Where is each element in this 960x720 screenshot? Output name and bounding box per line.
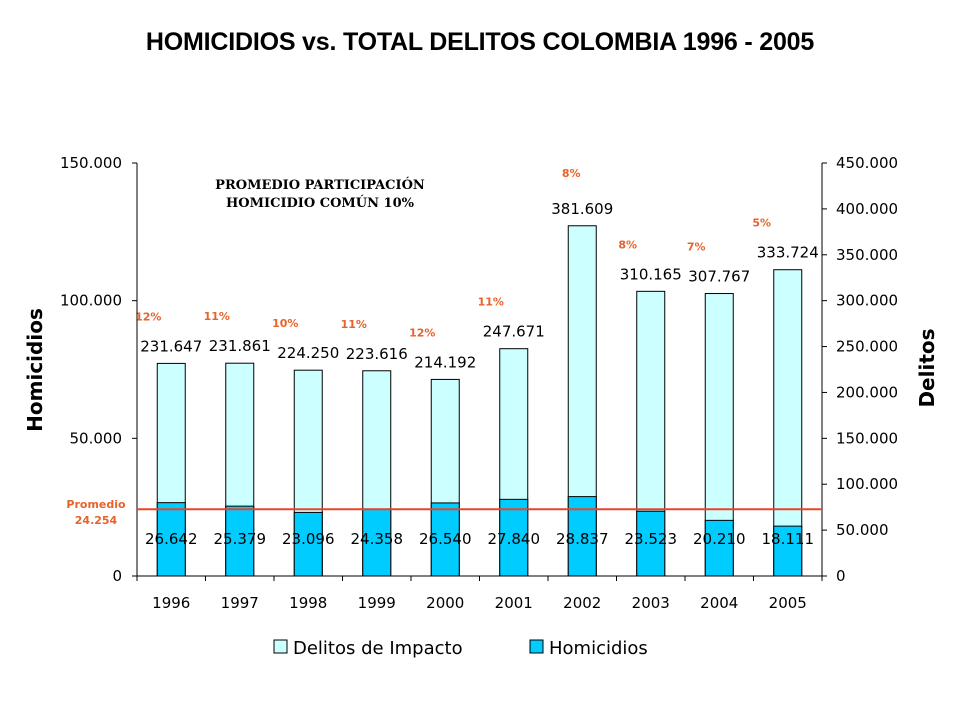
percent-label: 11% [478, 296, 504, 309]
data-label-homicidios: 24.358 [351, 530, 404, 548]
bar-homicidios [156, 502, 186, 577]
right-tick-label: 150.000 [836, 429, 898, 447]
category-label: 1997 [221, 594, 259, 612]
left-axis-ticks: 0 50.000 100.000 150.000 [60, 154, 137, 585]
category-label: 2003 [632, 594, 670, 612]
category-label: 1996 [152, 594, 190, 612]
data-label-delitos: 231.861 [209, 337, 271, 355]
data-label-homicidios: 27.840 [488, 530, 541, 548]
left-tick-label: 150.000 [60, 154, 122, 172]
data-label-homicidios: 26.540 [419, 530, 472, 548]
bars [156, 225, 803, 577]
data-label-homicidios: 28.837 [556, 530, 609, 548]
data-label-delitos: 223.616 [346, 345, 408, 363]
left-tick-label: 0 [112, 567, 122, 585]
legend-label-homicidios: Homicidios [549, 638, 648, 659]
annotation-line2: HOMICIDIO COMÚN 10% [226, 194, 415, 211]
percent-label: 12% [409, 326, 435, 339]
reference-line-group: Promedio 24.254 [66, 498, 822, 527]
left-axis-title: Homicidios [23, 308, 47, 432]
category-label: 2001 [495, 594, 533, 612]
data-label-delitos: 307.767 [688, 268, 750, 286]
left-tick-label: 50.000 [70, 429, 123, 447]
bar-homicidios [704, 519, 734, 577]
category-label: 2000 [426, 594, 464, 612]
bar-homicidios [499, 498, 529, 577]
right-tick-label: 0 [836, 567, 846, 585]
right-tick-label: 400.000 [836, 200, 898, 218]
category-label: 1998 [289, 594, 327, 612]
data-label-delitos: 310.165 [620, 265, 682, 283]
legend: Delitos de Impacto Homicidios [273, 638, 648, 659]
data-label-homicidios: 26.642 [145, 530, 198, 548]
bar-homicidios [362, 508, 392, 577]
percent-label: 7% [687, 241, 706, 254]
bar-homicidios [225, 505, 255, 577]
bar-homicidios [293, 511, 323, 577]
data-label-homicidios: 18.111 [762, 530, 815, 548]
percent-label: 11% [204, 310, 230, 323]
data-label-delitos: 224.250 [277, 344, 339, 362]
data-label-homicidios: 20.210 [693, 530, 746, 548]
category-label: 1999 [358, 594, 396, 612]
percent-label: 10% [272, 317, 298, 330]
percent-label: 5% [752, 217, 771, 230]
data-label-delitos: 214.192 [414, 353, 476, 371]
right-tick-label: 450.000 [836, 154, 898, 172]
data-label-delitos: 247.671 [483, 323, 545, 341]
data-label-homicidios: 23.523 [625, 530, 678, 548]
average-label-line2: 24.254 [75, 514, 118, 527]
category-label: 2004 [700, 594, 738, 612]
right-tick-label: 250.000 [836, 338, 898, 356]
legend-label-delitos: Delitos de Impacto [293, 638, 463, 659]
bar-homicidios [430, 502, 460, 577]
left-tick-label: 100.000 [60, 292, 122, 310]
chart-title: HOMICIDIOS vs. TOTAL DELITOS COLOMBIA 19… [145, 28, 815, 56]
right-axis-ticks: 0 50.000 100.000 150.000 200.000 250.000 300.0… [822, 154, 898, 585]
data-label-homicidios: 23.096 [282, 530, 335, 548]
legend-swatch-delitos [273, 639, 288, 654]
percent-label: 8% [562, 167, 581, 180]
percent-label: 11% [341, 318, 367, 331]
right-tick-label: 350.000 [836, 246, 898, 264]
category-label: 2005 [769, 594, 807, 612]
category-label: 2002 [563, 594, 601, 612]
data-label-delitos: 381.609 [551, 200, 613, 218]
data-label-delitos: 333.724 [757, 244, 819, 262]
right-tick-label: 300.000 [836, 292, 898, 310]
right-tick-label: 200.000 [836, 383, 898, 401]
right-axis-title: Delitos [915, 328, 939, 407]
data-label-delitos: 231.647 [140, 337, 202, 355]
average-label-line1: Promedio [66, 498, 126, 511]
right-tick-label: 50.000 [836, 521, 889, 539]
annotation-line1: PROMEDIO PARTICIPACIÓN [215, 176, 425, 193]
right-tick-label: 100.000 [836, 475, 898, 493]
legend-swatch-homicidios [529, 639, 544, 654]
bar-homicidios [636, 510, 666, 577]
data-label-homicidios: 25.379 [214, 530, 267, 548]
category-labels: 1996 1997 1998 1999 2000 2001 2002 2003 2004 2005 [136, 576, 823, 612]
data-labels: 231.64726.64212%231.86125.37911%224.2502… [135, 167, 819, 548]
percent-label: 8% [618, 238, 637, 251]
percent-label: 12% [135, 310, 161, 323]
